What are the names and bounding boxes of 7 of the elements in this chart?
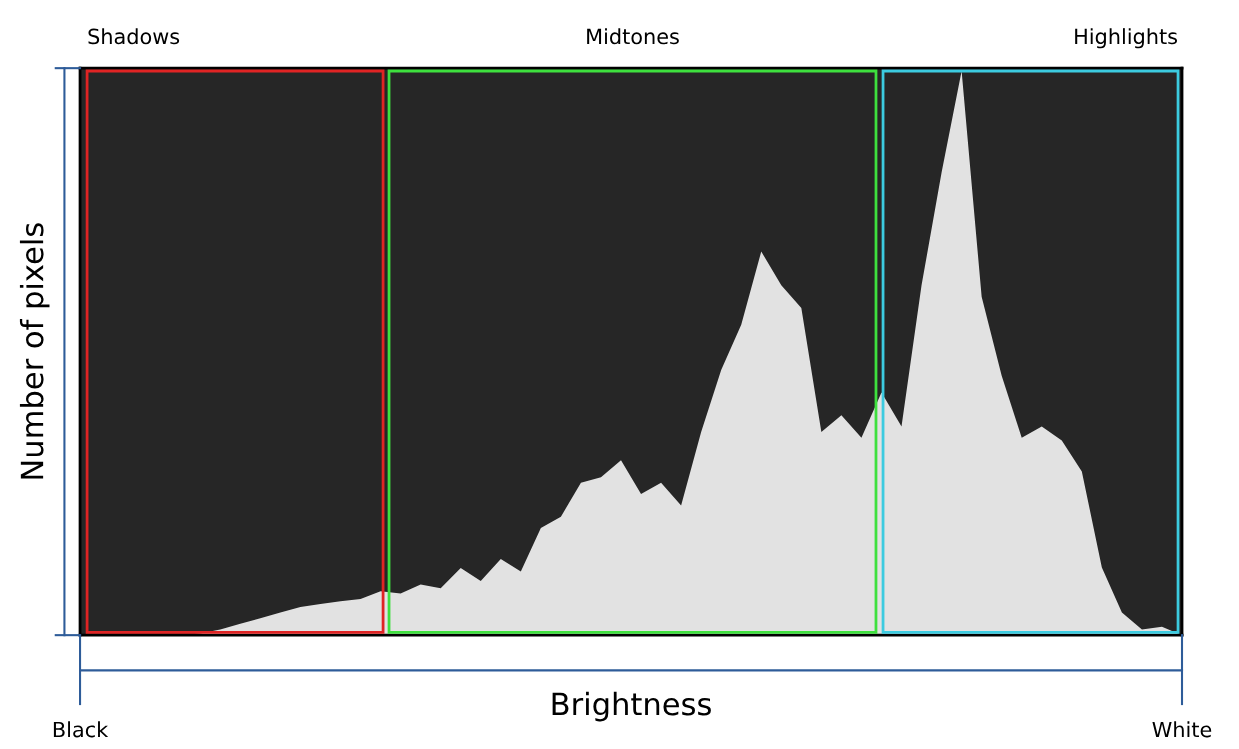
x-tick-label: Black: [53, 721, 109, 738]
text: Highlights: [1075, 28, 1178, 49]
x-tick-label: White: [1152, 721, 1212, 738]
y-axis-title: Number of pixels: [19, 223, 50, 479]
text: Shadows: [88, 28, 180, 45]
x-axis-title: Brightness: [552, 691, 711, 722]
text: Midtones: [587, 28, 679, 45]
